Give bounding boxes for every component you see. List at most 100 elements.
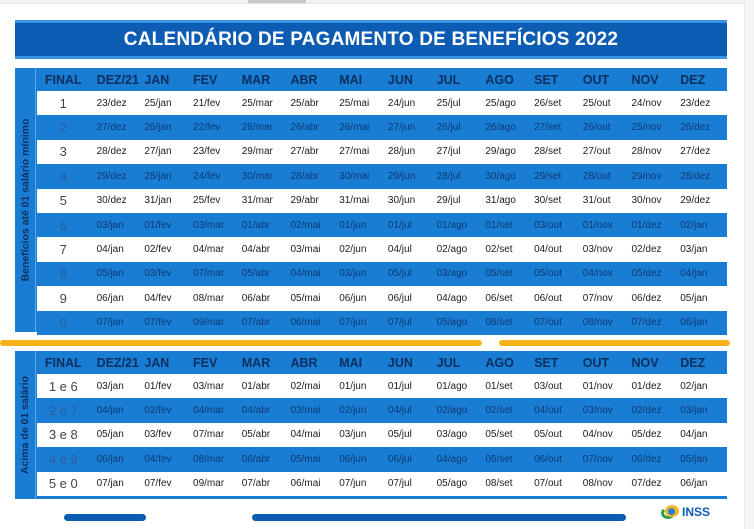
- payment-date-cell: 04/abr: [241, 244, 271, 256]
- payment-date-cell: 05/abr: [241, 429, 271, 441]
- payment-date-cell: 06/abr: [241, 453, 271, 465]
- payment-date-cell: 07/jan: [96, 478, 124, 490]
- payment-date-cell: 31/out: [582, 195, 611, 207]
- payment-date-cell: 02/jan: [680, 219, 708, 231]
- payment-date-cell: 26/set: [534, 97, 562, 109]
- payment-date-cell: 05/ago: [436, 478, 468, 490]
- payment-date-cell: 31/ago: [485, 195, 516, 207]
- payment-date-cell: 02/jun: [339, 405, 367, 417]
- header-row: FINAL DEZ/21 JAN FEV MAR ABR MAI JUN JUL AGO SET OU…: [37, 68, 727, 91]
- payment-date-cell: 27/jun: [387, 122, 416, 134]
- table-above-minimum-wage: Acima de 01 salário FINAL DEZ/21 JAN FEV MAR…: [15, 351, 727, 499]
- table-row: 4 29/dez 28/jan 24/fev 30/mar 28/abr 30/mai 29/…: [37, 164, 727, 189]
- payment-date-cell: 05/jul: [387, 429, 412, 441]
- payment-date-cell: 07/fev: [144, 317, 172, 329]
- payment-date-cell: 03/ago: [436, 429, 468, 441]
- payment-date-cell: 25/jan: [144, 97, 172, 109]
- decorative-bar: [252, 514, 626, 521]
- payment-date-cell: 27/set: [534, 122, 562, 134]
- payment-date-cell: 30/set: [534, 195, 562, 207]
- final-digit-cell: 1 e 6: [48, 378, 78, 394]
- payment-date-cell: 04/mai: [290, 429, 321, 441]
- table-row: 5 e 0 07/jan 07/fev 09/mar 07/abr 06/mai 07/ju…: [37, 471, 727, 496]
- table-grid: FINAL DEZ/21 JAN FEV MAR ABR MAI JUN JUL AGO SET OU…: [37, 351, 727, 496]
- table-row: 0 07/jan 07/fev 09/mar 07/abr 06/mai 07/jun 07/…: [37, 310, 727, 335]
- payment-date-cell: 06/jan: [680, 317, 708, 329]
- payment-date-cell: 04/fev: [144, 453, 172, 465]
- side-label-box: Acima de 01 salário: [15, 351, 36, 499]
- column-header: DEZ/21: [96, 355, 139, 370]
- column-header: MAI: [339, 72, 363, 87]
- payment-date-cell: 29/jun: [387, 170, 416, 182]
- payment-date-cell: 05/mai: [290, 453, 321, 465]
- right-edge-strip: [744, 0, 754, 529]
- payment-date-cell: 06/jan: [96, 453, 124, 465]
- payment-date-cell: 05/out: [534, 429, 562, 441]
- final-digit-cell: 4 e 9: [48, 451, 78, 467]
- payment-date-cell: 04/out: [534, 244, 562, 256]
- inss-logo-icon: [661, 505, 679, 519]
- payment-date-cell: 25/jul: [436, 97, 461, 109]
- column-header: AGO: [485, 72, 514, 87]
- payment-date-cell: 04/nov: [582, 429, 613, 441]
- payment-date-cell: 25/ago: [485, 97, 516, 109]
- payment-date-cell: 02/ago: [436, 244, 468, 256]
- payment-date-cell: 29/jul: [436, 195, 461, 207]
- column-header: MAR: [241, 355, 271, 370]
- payment-date-cell: 30/mar: [241, 170, 273, 182]
- payment-date-cell: 28/jun: [387, 146, 416, 158]
- table-grid: FINAL DEZ/21 JAN FEV MAR ABR MAI JUN JUL AGO SET OU…: [37, 68, 727, 335]
- final-digit-cell: 4: [59, 168, 67, 184]
- payment-date-cell: 01/dez: [631, 219, 662, 231]
- payment-date-cell: 07/jul: [387, 317, 412, 329]
- payment-date-cell: 05/mai: [290, 292, 321, 304]
- inss-logo: INSS: [661, 505, 710, 519]
- payment-date-cell: 01/fev: [144, 219, 172, 231]
- payment-date-cell: 03/fev: [144, 429, 172, 441]
- payment-date-cell: 27/jan: [144, 146, 172, 158]
- column-header: JUN: [387, 72, 413, 87]
- payment-date-cell: 04/mai: [290, 268, 321, 280]
- payment-date-cell: 04/ago: [436, 453, 468, 465]
- payment-date-cell: 27/mai: [339, 146, 370, 158]
- payment-date-cell: 03/mai: [290, 244, 321, 256]
- payment-date-cell: 05/set: [485, 268, 513, 280]
- payment-date-cell: 06/jan: [680, 478, 708, 490]
- payment-date-cell: 22/fev: [193, 122, 221, 134]
- final-digit-cell: 9: [59, 290, 67, 306]
- payment-date-cell: 01/fev: [144, 380, 172, 392]
- payment-date-cell: 03/out: [534, 380, 562, 392]
- final-digit-cell: 5 e 0: [48, 476, 78, 492]
- payment-date-cell: 25/fev: [193, 195, 221, 207]
- payment-date-cell: 25/out: [582, 97, 611, 109]
- payment-date-cell: 07/jul: [387, 478, 412, 490]
- payment-date-cell: 05/dez: [631, 429, 662, 441]
- payment-date-cell: 05/abr: [241, 268, 271, 280]
- payment-date-cell: 29/set: [534, 170, 562, 182]
- payment-date-cell: 01/abr: [241, 219, 271, 231]
- payment-date-cell: 02/jan: [680, 380, 708, 392]
- column-header: ABR: [290, 355, 318, 370]
- payment-date-cell: 02/mai: [290, 380, 321, 392]
- payment-date-cell: 02/dez: [631, 405, 662, 417]
- payment-date-cell: 01/set: [485, 219, 513, 231]
- payment-date-cell: 05/out: [534, 268, 562, 280]
- payment-date-cell: 03/nov: [582, 405, 613, 417]
- payment-date-cell: 04/jan: [680, 268, 708, 280]
- column-header: DEZ/21: [96, 72, 139, 87]
- scroll-tab: [248, 0, 306, 3]
- payment-date-cell: 28/set: [534, 146, 562, 158]
- table-row: 1 e 6 03/jan 01/fev 03/mar 01/abr 02/mai 01/ju…: [37, 374, 727, 399]
- payment-date-cell: 05/ago: [436, 317, 468, 329]
- payment-date-cell: 01/jul: [387, 219, 412, 231]
- column-header: FINAL: [44, 355, 82, 370]
- payment-date-cell: 05/dez: [631, 268, 662, 280]
- payment-date-cell: 27/dez: [96, 122, 127, 134]
- column-header: FEV: [193, 355, 218, 370]
- payment-date-cell: 05/jan: [680, 453, 708, 465]
- payment-date-cell: 27/jul: [436, 146, 461, 158]
- payment-date-cell: 05/set: [485, 429, 513, 441]
- payment-date-cell: 30/nov: [631, 195, 662, 207]
- payment-date-cell: 01/jun: [339, 219, 367, 231]
- payment-date-cell: 29/dez: [96, 170, 127, 182]
